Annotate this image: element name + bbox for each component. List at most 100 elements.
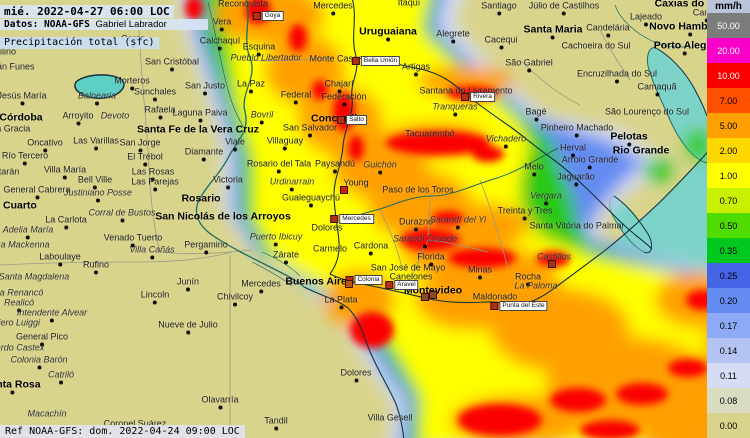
city-label: Jesús María bbox=[0, 91, 47, 106]
city-label: Carmelo bbox=[312, 243, 348, 254]
city-dot bbox=[353, 378, 358, 383]
city-label: Realicó bbox=[4, 298, 34, 313]
city-dot bbox=[202, 157, 206, 162]
city-label: Rosario bbox=[181, 192, 221, 205]
station-marker-icon bbox=[490, 302, 499, 310]
city-label: La Paloma bbox=[514, 280, 558, 291]
city-dot bbox=[153, 187, 157, 192]
city-dot bbox=[257, 52, 261, 57]
city-label: Esquina bbox=[243, 42, 275, 57]
city-dot bbox=[369, 251, 373, 256]
weather-station: Mercedes bbox=[330, 214, 374, 224]
city-label: Sarandí Grande bbox=[393, 234, 457, 249]
city-dot bbox=[428, 262, 433, 267]
city-label: Justiniano Posse bbox=[64, 188, 132, 203]
city-label: Treinta y Tres bbox=[498, 206, 552, 221]
city-dot bbox=[561, 11, 566, 16]
legend-value: 1.00 bbox=[719, 170, 738, 181]
legend-row: 2.00 bbox=[707, 138, 750, 163]
legend-row: 0.14 bbox=[707, 338, 750, 363]
city-dot bbox=[219, 27, 224, 32]
city-dot bbox=[643, 22, 648, 27]
city-label: Paso de los Toros bbox=[382, 184, 454, 195]
city-label: Florida bbox=[417, 252, 445, 267]
city-dot bbox=[422, 244, 427, 249]
city-label: Rufino bbox=[83, 260, 109, 275]
city-label: Tranqueras bbox=[432, 102, 478, 117]
station-square-icon bbox=[429, 291, 437, 299]
legend-row: 0.11 bbox=[707, 363, 750, 388]
city-label: San José de Mayo bbox=[370, 262, 446, 273]
city-label: Villa Gesell bbox=[367, 412, 413, 423]
city-dot bbox=[150, 255, 154, 260]
city-dot bbox=[158, 115, 162, 120]
city-label: Adelia María bbox=[3, 225, 53, 240]
city-dot bbox=[531, 172, 536, 177]
city-label: Cachoeira do Sul bbox=[561, 40, 631, 51]
city-label: Chivilcoy bbox=[217, 292, 253, 307]
rio-negro-river bbox=[345, 147, 559, 221]
city-dot bbox=[153, 300, 157, 305]
city-dot bbox=[138, 148, 142, 153]
legend-row: 1.00 bbox=[707, 163, 750, 188]
city-label: Vera bbox=[213, 17, 231, 32]
city-label: Camaquã bbox=[637, 82, 677, 97]
city-label: Cacequi bbox=[484, 35, 518, 50]
legend-row: 7.00 bbox=[707, 88, 750, 113]
city-label: Sarandí del Yi bbox=[430, 215, 486, 230]
city-dot bbox=[290, 187, 294, 192]
city-dot bbox=[336, 89, 341, 94]
city-dot bbox=[43, 148, 47, 153]
city-dot bbox=[197, 118, 202, 123]
city-dot bbox=[22, 161, 27, 166]
city-dot bbox=[249, 89, 253, 94]
city-label: General Pico bbox=[16, 332, 68, 347]
city-label: Mercedes bbox=[313, 1, 353, 16]
city-label: Morteros bbox=[114, 76, 150, 91]
legend-row: 0.70 bbox=[707, 188, 750, 213]
legend-value: 0.25 bbox=[719, 270, 738, 281]
variable-name: Precipitación total (sfc) bbox=[0, 37, 159, 49]
city-dot bbox=[36, 365, 41, 370]
city-dot bbox=[477, 275, 482, 280]
city-label: Córdoba bbox=[0, 111, 43, 124]
city-dot bbox=[186, 287, 190, 292]
city-label: Vergara bbox=[530, 191, 562, 206]
city-dot bbox=[34, 195, 39, 200]
city-label: Mercedes bbox=[241, 279, 281, 294]
city-label: Huinca Renancó bbox=[0, 287, 44, 298]
city-dot bbox=[16, 308, 21, 313]
city-label: Villa Cañás bbox=[129, 245, 175, 260]
uruguay-brazil-coast bbox=[329, 103, 748, 305]
city-label: Quilino bbox=[0, 46, 17, 57]
city-label: Las Rosas bbox=[132, 167, 174, 182]
city-label: Victoria bbox=[213, 175, 243, 190]
model-reference: Ref NOAA-GFS: dom. 2022-04-24 09:00 LOC bbox=[0, 425, 245, 438]
city-dot bbox=[527, 68, 531, 73]
station-square-icon bbox=[421, 293, 429, 301]
uruguay-river-border bbox=[329, 0, 358, 275]
legend-row: 0.35 bbox=[707, 238, 750, 263]
city-label: Lajeado bbox=[630, 12, 662, 27]
city-label: Santa Fe de la Vera Cruz bbox=[137, 123, 259, 136]
city-dot bbox=[26, 235, 30, 240]
city-label: Durazno bbox=[399, 217, 433, 232]
legend-row: 0.50 bbox=[707, 213, 750, 238]
city-label: La Paz bbox=[237, 79, 265, 94]
legend-row: 10.00 bbox=[707, 63, 750, 88]
city-label: Chajarí bbox=[324, 79, 354, 94]
city-dot bbox=[339, 305, 343, 310]
city-label: Río Tercero bbox=[2, 151, 48, 166]
city-dot bbox=[232, 147, 237, 152]
city-dot bbox=[499, 45, 503, 50]
city-label: Concordia bbox=[311, 113, 363, 124]
city-dot bbox=[333, 169, 337, 174]
city-dot bbox=[452, 112, 457, 117]
city-label: Alta Gracia bbox=[0, 123, 31, 134]
city-label: Río Cuarto bbox=[0, 199, 37, 212]
weather-station: Goya bbox=[252, 11, 284, 21]
legend-value: 0.70 bbox=[719, 195, 738, 206]
city-dot bbox=[170, 67, 174, 72]
city-dot bbox=[342, 102, 346, 107]
city-label: Junín bbox=[177, 277, 199, 292]
